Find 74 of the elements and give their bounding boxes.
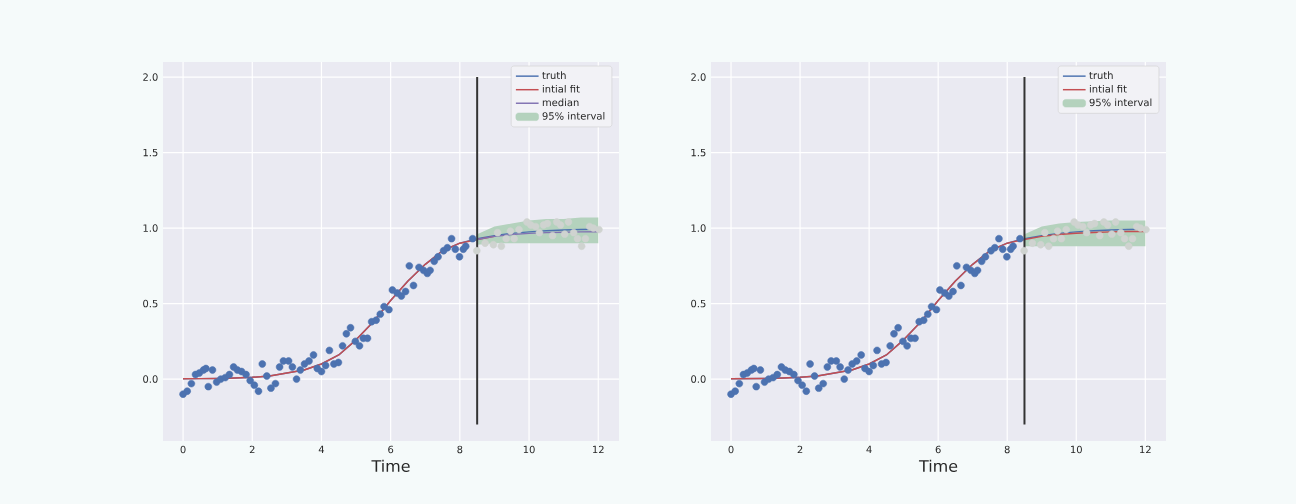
point (1049, 234, 1058, 243)
x-tick-label: 6 (935, 445, 941, 454)
point (1036, 240, 1045, 249)
point (1128, 234, 1137, 243)
legend-label: intial fit (1089, 84, 1127, 93)
point (1044, 242, 1053, 250)
legend-label: truth (1089, 71, 1113, 80)
point (573, 234, 582, 243)
point (1028, 239, 1037, 247)
x-tick-label: 12 (1140, 445, 1151, 454)
point (1020, 247, 1028, 255)
x-tick-label: 8 (1004, 445, 1010, 454)
legend-label: 95% interval (542, 112, 605, 120)
point (1082, 228, 1091, 237)
point (543, 219, 552, 228)
y-tick-label: 1.0 (691, 224, 706, 232)
point (1041, 228, 1049, 237)
x-tick-label: 6 (388, 445, 394, 454)
point (577, 242, 586, 250)
x-tick-label: 12 (593, 445, 604, 454)
x-tick-label: 4 (866, 445, 872, 453)
x-tick-label: 4 (318, 445, 325, 453)
x-tick-label: 8 (457, 445, 463, 454)
point (1079, 222, 1087, 231)
point (515, 225, 523, 234)
x-tick-label: 2 (797, 445, 803, 454)
point (581, 234, 590, 243)
y-tick-label: 1.5 (691, 148, 706, 157)
point (481, 239, 489, 247)
point (560, 230, 569, 238)
point (531, 222, 540, 231)
point (1053, 227, 1062, 235)
y-tick-label: 0.0 (691, 375, 706, 383)
point (1062, 225, 1070, 234)
x-axis-title: Time (371, 459, 410, 473)
y-tick-label: 0.0 (143, 375, 158, 383)
y-tick-label: 0.5 (691, 299, 706, 308)
point (506, 227, 515, 235)
point (1117, 228, 1125, 237)
y-tick-label: 2.0 (143, 73, 158, 81)
legend-label: median (542, 98, 579, 107)
point (1120, 234, 1129, 243)
point (497, 242, 506, 250)
x-tick-label: 10 (1071, 445, 1082, 454)
point (595, 225, 603, 234)
x-tick-label: 0 (180, 445, 186, 454)
point (556, 221, 565, 229)
x-tick-label: 0 (728, 445, 734, 454)
point (473, 247, 481, 255)
y-tick-label: 1.0 (143, 224, 158, 232)
point (564, 218, 573, 226)
point (489, 240, 498, 249)
point (1096, 231, 1104, 240)
x-tick-label: 10 (523, 445, 535, 454)
legend-label: truth (542, 71, 566, 80)
y-tick-label: 2.0 (691, 73, 706, 81)
point (502, 234, 510, 243)
x-axis-title: Time (918, 459, 958, 473)
y-tick-label: 0.5 (143, 299, 158, 308)
point (510, 234, 518, 243)
x-tick-label: 2 (249, 445, 255, 454)
point (535, 228, 544, 237)
point (548, 231, 557, 240)
point (1057, 234, 1066, 243)
y-tick-label: 1.5 (143, 148, 158, 157)
point (1142, 225, 1150, 234)
point (1108, 230, 1116, 238)
point (569, 228, 578, 237)
legend-label: intial fit (542, 84, 580, 93)
point (1103, 221, 1112, 229)
point (1125, 242, 1133, 250)
point (493, 228, 502, 237)
legend-label: 95% interval (1089, 98, 1152, 107)
point (1111, 218, 1120, 226)
